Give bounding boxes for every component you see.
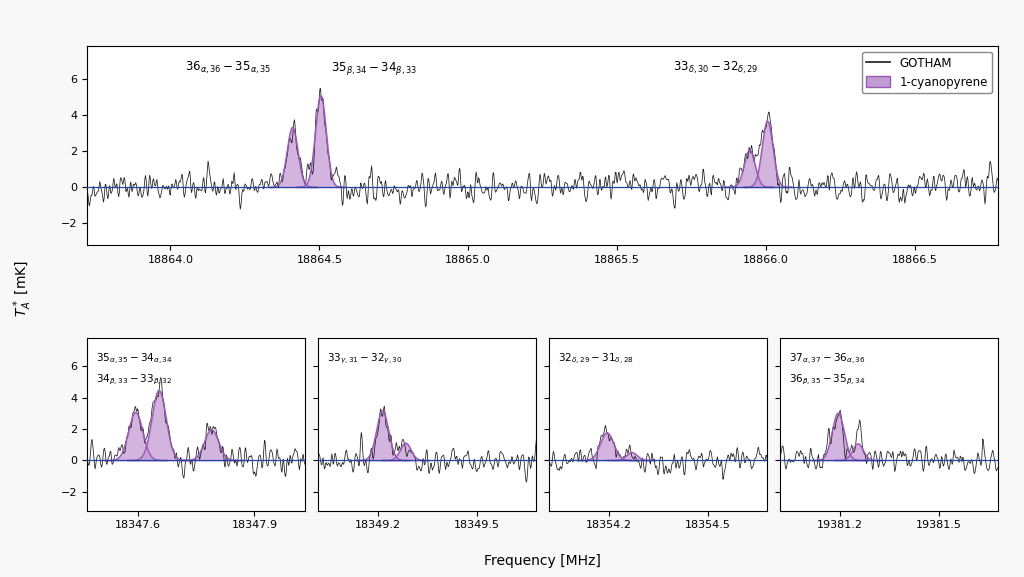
Text: $33_{\delta,30} - 32_{\delta,29}$: $33_{\delta,30} - 32_{\delta,29}$ xyxy=(673,60,759,77)
Text: Frequency [MHz]: Frequency [MHz] xyxy=(484,554,601,568)
Text: $33_{\gamma,31} - 32_{\gamma,30}$: $33_{\gamma,31} - 32_{\gamma,30}$ xyxy=(327,351,402,366)
Text: $T_A^*$ [mK]: $T_A^*$ [mK] xyxy=(11,260,34,317)
Text: $37_{\alpha,37} - 36_{\alpha,36}$: $37_{\alpha,37} - 36_{\alpha,36}$ xyxy=(790,351,865,367)
Text: $32_{\delta,29} - 31_{\delta,28}$: $32_{\delta,29} - 31_{\delta,28}$ xyxy=(558,351,634,367)
Text: $36_{\alpha,36} - 35_{\alpha,35}$: $36_{\alpha,36} - 35_{\alpha,35}$ xyxy=(185,60,271,77)
Text: $35_{\beta,34} - 34_{\beta,33}$: $35_{\beta,34} - 34_{\beta,33}$ xyxy=(331,60,417,77)
Legend: GOTHAM, 1-cyanopyrene: GOTHAM, 1-cyanopyrene xyxy=(861,52,992,93)
Text: $36_{\beta,35} - 35_{\beta,34}$: $36_{\beta,35} - 35_{\beta,34}$ xyxy=(790,372,865,387)
Text: $34_{\beta,33} - 33_{\beta,32}$: $34_{\beta,33} - 33_{\beta,32}$ xyxy=(96,372,172,387)
Text: $35_{\alpha,35} - 34_{\alpha,34}$: $35_{\alpha,35} - 34_{\alpha,34}$ xyxy=(96,351,172,367)
